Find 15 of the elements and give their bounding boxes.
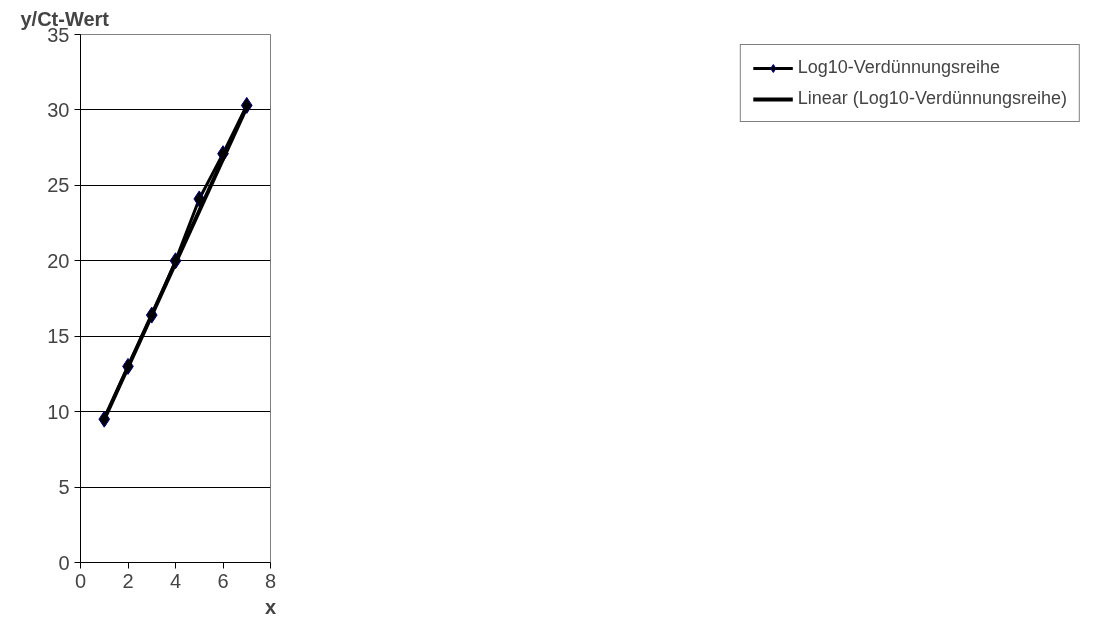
y-tick-label: 5 [58,476,70,499]
y-tick-label: 0 [58,551,70,574]
x-tick-label: 2 [122,569,134,592]
y-tick-label: 25 [47,174,70,197]
y-tick-label: 10 [47,400,70,423]
x-tick-label: 0 [74,569,87,592]
y-tick-label: 20 [47,249,70,272]
x-tick-label: 4 [169,569,182,592]
x-tick-label: 6 [217,569,229,592]
y-tick-label: 30 [47,98,70,121]
x-axis-title: x [264,595,277,618]
legend-label: Log10-Verdünnungsreihe [797,57,1000,78]
legend-label: Linear (Log10-Verdünnungsreihe) [797,88,1067,109]
x-tick-label: 8 [264,569,277,592]
y-tick-label: 15 [47,325,70,348]
